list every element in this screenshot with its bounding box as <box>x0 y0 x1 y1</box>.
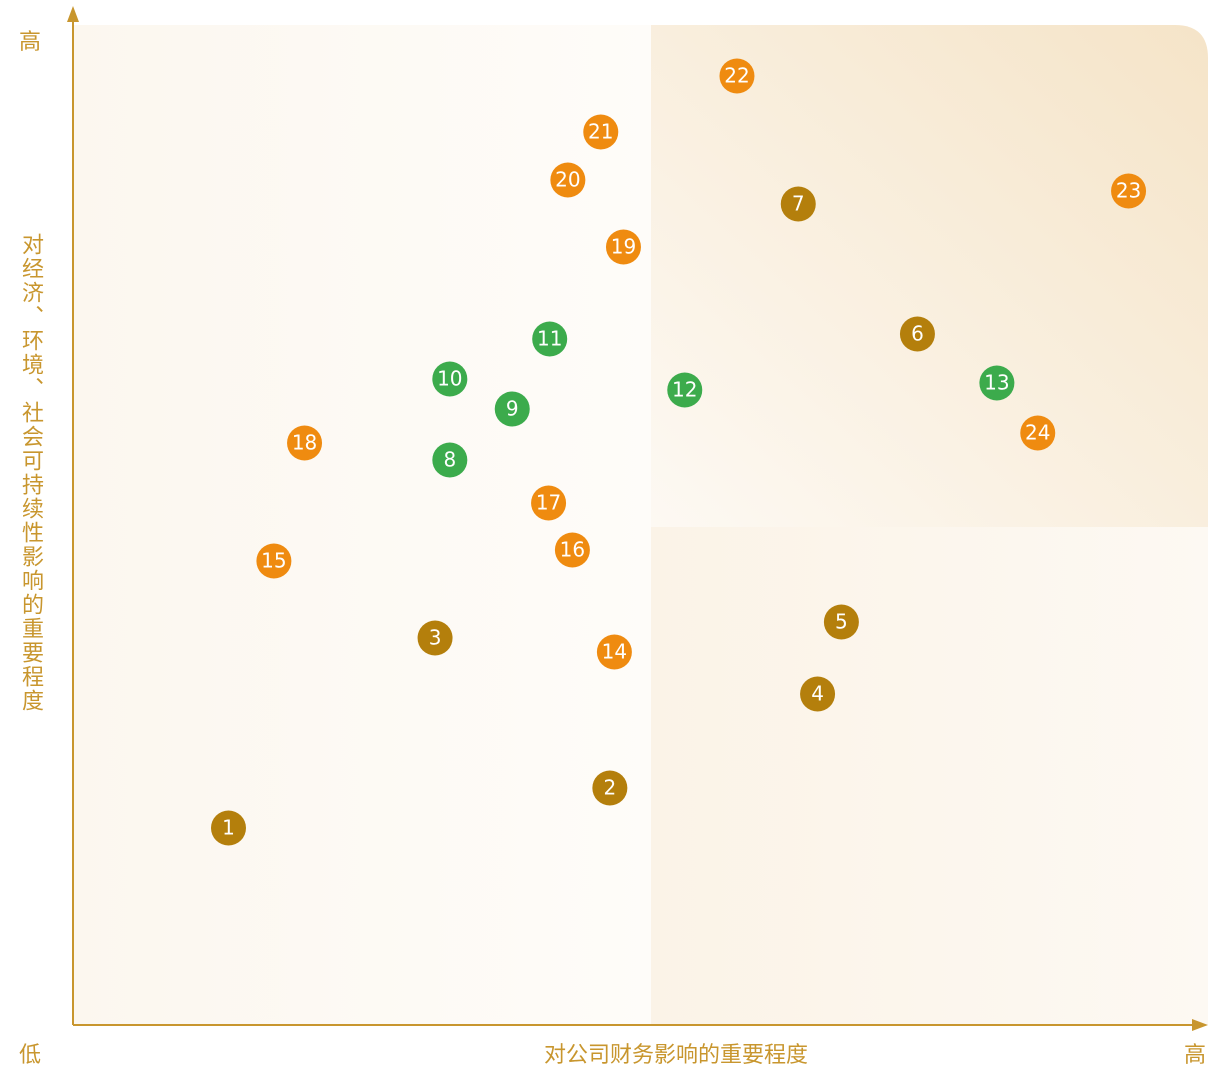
y-high-label: 高 <box>19 30 41 55</box>
x-axis-label: 对公司财务影响的重要程度 <box>544 1043 808 1068</box>
x-low-label: 低 <box>19 1043 41 1068</box>
point-label: 13 <box>984 371 1009 395</box>
point <box>1111 173 1147 209</box>
point <box>287 425 323 461</box>
point <box>719 58 755 94</box>
point-label: 22 <box>724 64 749 88</box>
point <box>780 186 816 222</box>
point-label: 5 <box>835 610 848 634</box>
point <box>531 485 567 521</box>
point <box>800 676 836 712</box>
point <box>494 391 530 427</box>
point-label: 6 <box>911 322 924 346</box>
point-label: 1 <box>222 816 235 840</box>
point-label: 15 <box>261 549 286 573</box>
point-label: 7 <box>792 192 805 216</box>
x-high-label: 高 <box>1184 1043 1206 1068</box>
point-label: 17 <box>536 491 561 515</box>
point-label: 20 <box>555 168 580 192</box>
point-label: 14 <box>602 640 627 664</box>
point <box>899 316 935 352</box>
point-label: 21 <box>588 120 613 144</box>
point-label: 9 <box>506 397 519 421</box>
point-label: 8 <box>443 448 456 472</box>
point-label: 10 <box>437 367 462 391</box>
point-label: 18 <box>292 431 317 455</box>
point <box>592 770 628 806</box>
point <box>256 543 292 579</box>
point <box>417 620 453 656</box>
point-label: 2 <box>603 776 616 800</box>
point <box>432 361 468 397</box>
point <box>823 604 859 640</box>
point-label: 16 <box>560 538 585 562</box>
point-label: 23 <box>1116 179 1141 203</box>
point-label: 19 <box>611 235 636 259</box>
point <box>979 365 1015 401</box>
point <box>550 162 586 198</box>
point-label: 12 <box>672 378 697 402</box>
point-label: 11 <box>537 327 562 351</box>
point-label: 4 <box>811 682 824 706</box>
point <box>583 114 619 150</box>
point-label: 3 <box>429 626 442 650</box>
point <box>596 634 632 670</box>
background <box>74 25 1208 1025</box>
point <box>210 810 246 846</box>
y-axis-label: 对经济、环境、社会可持续性影响的重要程度 <box>18 233 44 713</box>
point <box>667 372 703 408</box>
point <box>532 321 568 357</box>
point <box>554 532 590 568</box>
point <box>605 229 641 265</box>
point-label: 24 <box>1025 421 1050 445</box>
axes <box>67 6 1208 1031</box>
point <box>1020 415 1056 451</box>
point <box>432 442 468 478</box>
